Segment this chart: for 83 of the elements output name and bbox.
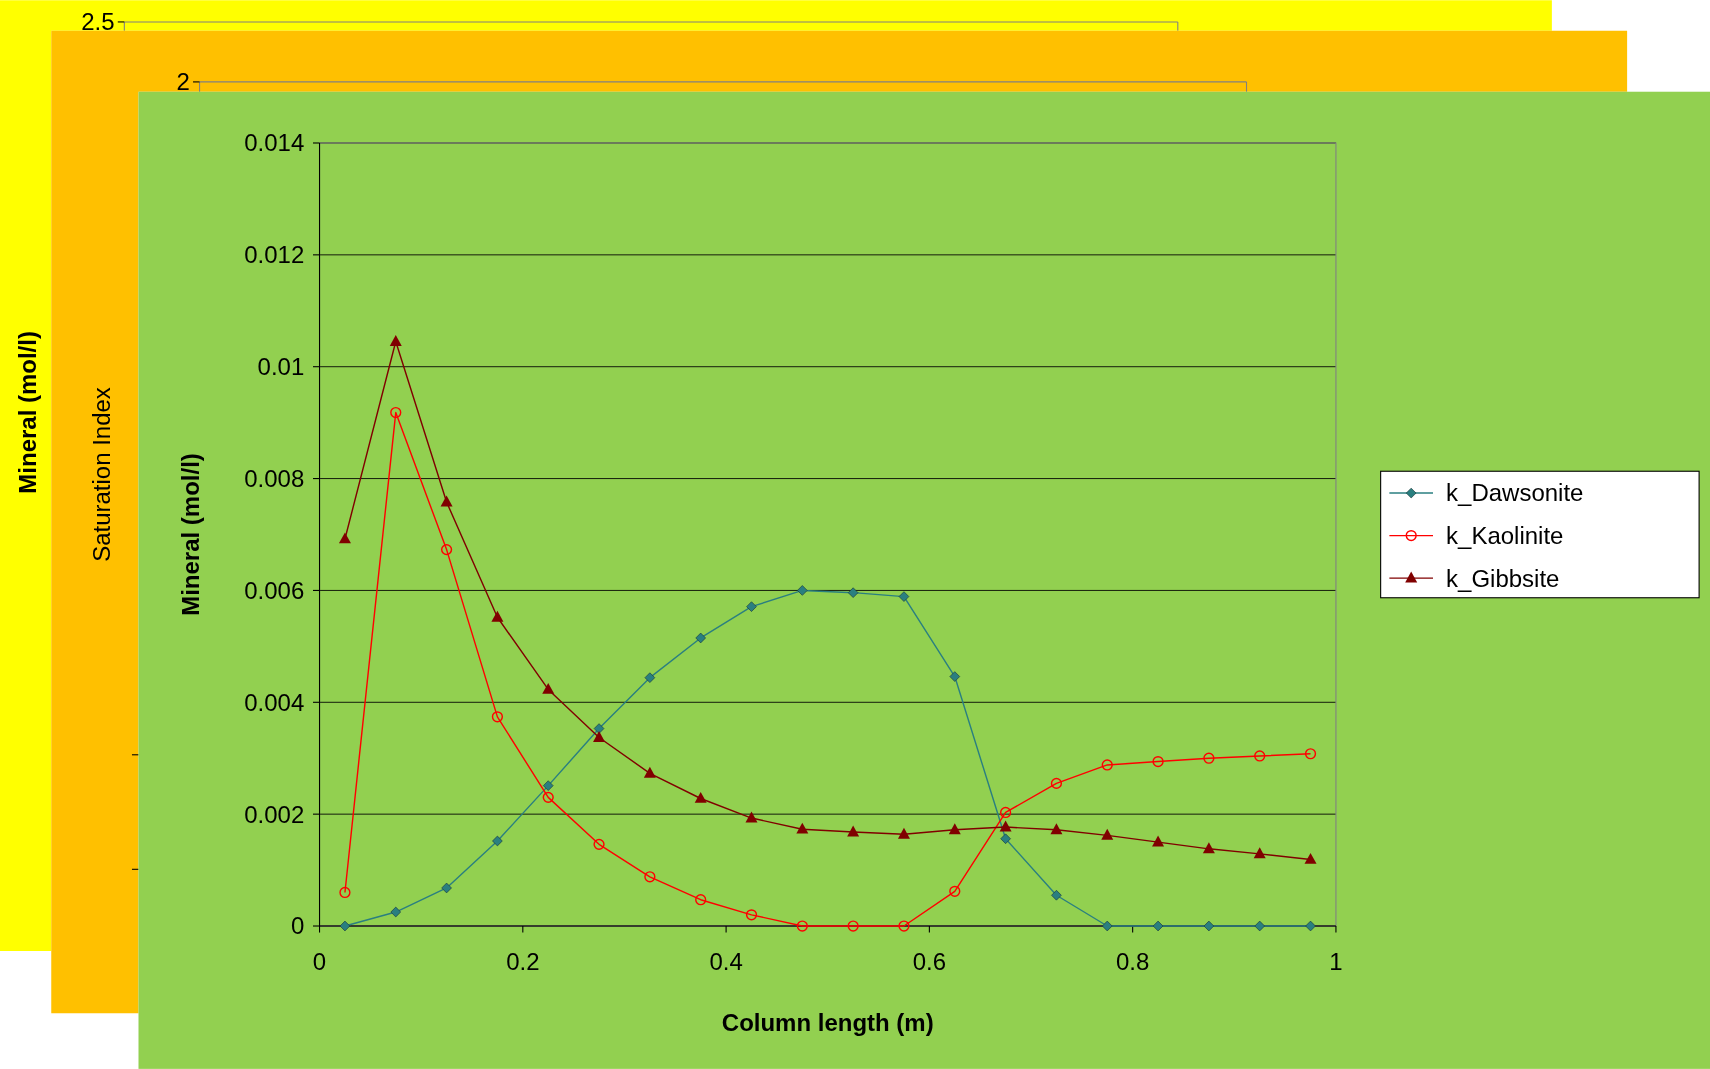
point — [643, 766, 656, 778]
x-tick-label: 1 — [1329, 947, 1343, 975]
point — [847, 920, 859, 932]
x-tick-label: 0.8 — [1115, 947, 1150, 975]
point — [847, 825, 860, 837]
x-tick-label: 0.4 — [709, 947, 743, 975]
point — [695, 632, 706, 644]
y-tick-label: 0.006 — [244, 576, 305, 604]
point — [949, 885, 961, 897]
point — [389, 335, 402, 346]
point — [948, 823, 961, 835]
y-tick-label: 0.004 — [244, 688, 305, 716]
legend-label: k_Gibbsite — [1446, 564, 1560, 592]
point — [1152, 835, 1165, 847]
point — [593, 730, 606, 742]
point — [898, 920, 910, 932]
point — [999, 806, 1012, 819]
point — [440, 543, 453, 556]
point — [1101, 828, 1114, 840]
point — [542, 682, 555, 694]
point — [1051, 890, 1062, 901]
point — [695, 894, 707, 906]
point — [390, 406, 402, 419]
point — [1304, 852, 1317, 864]
text: 2.5 — [81, 8, 115, 36]
point — [694, 791, 707, 803]
text: 2 — [176, 68, 190, 96]
point — [338, 532, 351, 544]
point — [339, 920, 351, 932]
y-tick-label: 0 — [290, 912, 305, 940]
point — [1253, 847, 1266, 859]
point — [1101, 759, 1113, 771]
point — [491, 610, 504, 622]
point — [1050, 823, 1063, 835]
point — [492, 835, 503, 847]
point — [593, 723, 605, 734]
point — [745, 811, 758, 823]
point — [1152, 920, 1164, 932]
point — [1203, 752, 1215, 764]
point — [1254, 920, 1265, 932]
x-tick-label: 0.6 — [912, 947, 947, 975]
point — [897, 827, 910, 839]
point — [339, 886, 351, 899]
y-axis-title: Mineral (mol/l) — [177, 453, 205, 616]
y-tick-label: 0.01 — [257, 353, 305, 381]
point — [644, 871, 656, 883]
legend-label: k_Dawsonite — [1446, 479, 1584, 507]
point — [491, 711, 504, 723]
point — [999, 820, 1012, 832]
point — [1203, 920, 1215, 932]
point — [745, 909, 758, 921]
point — [898, 591, 910, 602]
point — [441, 882, 452, 894]
x-tick-label: 0.2 — [506, 947, 540, 975]
point — [1000, 833, 1011, 844]
point — [796, 920, 808, 932]
point — [440, 495, 453, 507]
point — [1305, 920, 1316, 932]
point — [847, 587, 859, 598]
point — [593, 838, 605, 850]
point — [644, 672, 656, 683]
point — [796, 822, 809, 834]
text: Saturation Index — [87, 387, 115, 562]
y-tick-label: 0.002 — [244, 800, 305, 828]
point — [1050, 777, 1063, 790]
point — [1202, 842, 1215, 854]
point — [1304, 748, 1317, 760]
point — [746, 601, 757, 612]
point — [949, 671, 961, 682]
x-tick-label: 0 — [312, 947, 327, 975]
point — [1152, 755, 1164, 768]
point — [1102, 920, 1113, 932]
point — [797, 585, 808, 596]
point — [390, 906, 401, 918]
point — [542, 780, 554, 791]
legend-label: k_Kaolinite — [1446, 521, 1564, 549]
y-tick-label: 0.008 — [244, 464, 305, 492]
y-tick-label: 0.014 — [244, 129, 305, 157]
point — [542, 791, 554, 803]
y-tick-label: 0.012 — [244, 241, 305, 269]
point — [1254, 750, 1266, 762]
x-axis-title: Column length (m) — [721, 1008, 934, 1036]
text: Mineral (mol/l) — [13, 331, 41, 494]
